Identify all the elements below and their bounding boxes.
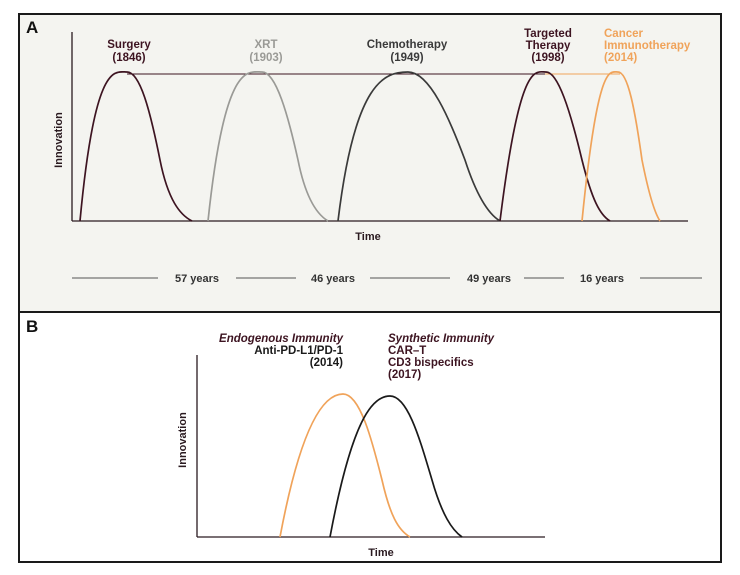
interval-label: 46 years [311,273,355,285]
targeted-therapy-year: (1998) [531,52,564,64]
synthetic-title: Synthetic Immunity [388,333,495,345]
immunotherapy-curve [581,70,661,222]
synthetic-curve [329,395,463,538]
panel-a-frame [18,13,722,313]
panel-a-y-label: Innovation [53,112,65,168]
endogenous-line1: Anti-PD-L1/PD-1 [254,345,343,357]
chemotherapy-curve [337,71,501,222]
endogenous-line2: (2014) [310,357,343,369]
surgery-year: (1846) [112,52,145,64]
chemotherapy-year: (1949) [390,52,423,64]
panel-a-x-label: Time [355,231,380,243]
xrt-curve [207,70,329,222]
endogenous-title: Endogenous Immunity [219,333,344,345]
synthetic-line1: CAR–T [388,345,426,357]
immunotherapy-label-1: Cancer [604,28,644,40]
immunotherapy-year: (2014) [604,52,637,64]
interval-label: 49 years [467,273,511,285]
synthetic-line2: CD3 bispecifics [388,357,474,369]
targeted-therapy-label-1: Targeted [524,28,572,40]
targeted-therapy-curve [499,70,611,222]
xrt-label: XRT [255,39,278,51]
panel-b-y-label: Innovation [177,412,189,468]
endogenous-curve [279,393,411,538]
panel-b-x-label: Time [368,547,393,559]
synthetic-line3: (2017) [388,369,421,381]
targeted-therapy-label-2: Therapy [526,40,571,52]
surgery-curve [79,70,193,222]
chemotherapy-label: Chemotherapy [367,39,448,51]
surgery-label: Surgery [107,39,151,51]
interval-label: 57 years [175,273,219,285]
panel-a-letter: A [26,18,38,37]
xrt-year: (1903) [249,52,282,64]
immunotherapy-label-2: Immunotherapy [604,40,691,52]
interval-label: 16 years [580,273,624,285]
panel-b-letter: B [26,317,38,336]
